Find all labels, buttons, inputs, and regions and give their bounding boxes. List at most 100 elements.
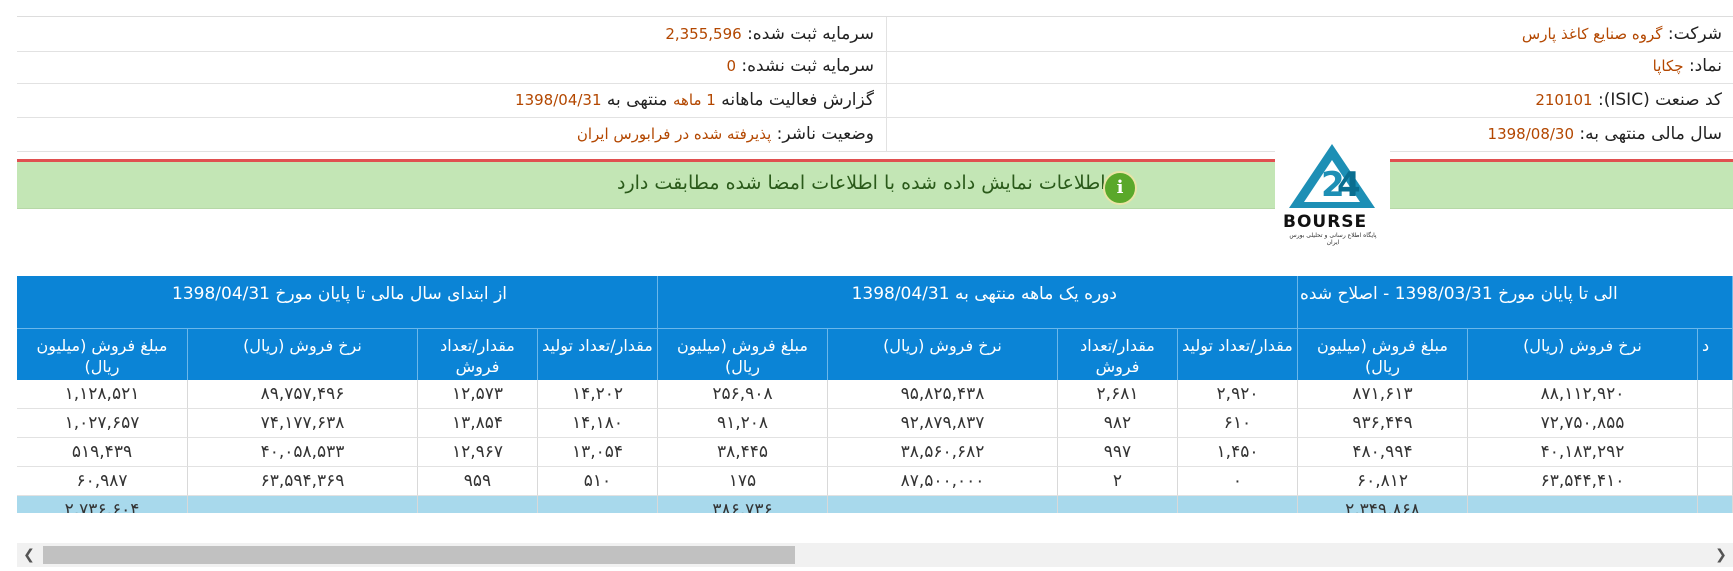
table-cell-p-cut [1698,467,1733,496]
col-header-ytd-amount: مبلغ فروش (میلیون ریال) [17,328,188,380]
report-mid: منتهی به [606,90,668,110]
publisher-value: پذیرفته شده در فرابورس ایران [576,125,772,143]
total-cell-m-rate [828,496,1058,513]
scrollbar-thumb[interactable] [43,546,795,564]
table-cell-p-rate: ۶۳,۵۴۴,۴۱۰ [1468,467,1698,496]
unreg-capital-cell: سرمایه ثبت نشده: 0 [17,49,886,83]
banner-text: اطلاعات نمایش داده شده با اطلاعات امضا ش… [617,172,1106,194]
table-cell-p-rate: ۴۰,۱۸۳,۲۹۲ [1468,438,1698,467]
info-row-company: شرکت: گروه صنایع کاغذ پارس سرمایه ثبت شد… [17,17,1733,52]
table-cell-ytd-rate: ۸۹,۷۵۷,۴۹۶ [188,380,418,409]
group-header-month: دوره یک ماهه منتهی به 1398/04/31 [658,276,1298,328]
table-cell-p-amount: ۸۷۱,۶۱۳ [1298,380,1468,409]
fiscal-cell: سال مالی منتهی به: 1398/08/30 [886,117,1733,151]
table-cell-m-prod: ۲,۹۲۰ [1178,380,1298,409]
table-cell-ytd-amount: ۱,۱۲۸,۵۲۱ [17,380,188,409]
company-value[interactable]: گروه صنایع کاغذ پارس [1521,25,1663,43]
table-cell-ytd-sales: ۱۲,۹۶۷ [418,438,538,467]
total-cell-m-sales [1058,496,1178,513]
fiscal-label: سال مالی منتهی به: [1579,124,1722,144]
group-header-prev-text: الی تا پایان مورخ 1398/03/31 - اصلاح شده [1300,284,1618,304]
scroll-right-icon[interactable]: ❯ [1715,547,1727,563]
table-cell-m-sales: ۹۸۲ [1058,409,1178,438]
reg-capital-label: سرمایه ثبت شده: [747,24,874,44]
table-cell-m-prod: ۰ [1178,467,1298,496]
total-cell-p-amount: ۲,۳۴۹,۸۶۸ [1298,496,1468,513]
reg-capital-value: 2,355,596 [665,25,742,43]
info-icon: i [1103,171,1137,205]
table-cell-ytd-rate: ۴۰,۰۵۸,۵۳۳ [188,438,418,467]
total-cell-ytd-rate [188,496,418,513]
totals-row: ۲,۷۳۶,۶۰۴ ۳۸۶,۷۳۶ ۲,۳۴۹,۸۶۸ [17,496,1733,513]
table-cell-m-amount: ۲۵۶,۹۰۸ [658,380,828,409]
total-cell-ytd-prod [538,496,658,513]
group-header-ytd-text: از ابتدای سال مالی تا پایان مورخ 1398/04… [172,284,507,304]
company-label: شرکت: [1667,24,1722,44]
table-cell-m-prod: ۱,۴۵۰ [1178,438,1298,467]
table-cell-ytd-prod: ۵۱۰ [538,467,658,496]
table-cell-ytd-amount: ۶۰,۹۸۷ [17,467,188,496]
publisher-label: وضعیت ناشر: [776,124,874,144]
col-header-month-amount: مبلغ فروش (میلیون ریال) [658,328,828,380]
symbol-label: نماد: [1688,56,1722,76]
table-cell-ytd-sales: ۹۵۹ [418,467,538,496]
col-header-month-sales: مقدار/تعداد فروش [1058,328,1178,380]
group-header-ytd: از ابتدای سال مالی تا پایان مورخ 1398/04… [17,276,658,328]
symbol-value[interactable]: چکاپا [1652,57,1684,75]
total-cell-p-rate [1468,496,1698,513]
verification-banner: اطلاعات نمایش داده شده با اطلاعات امضا ش… [17,162,1733,209]
col-header-ytd-sales: مقدار/تعداد فروش [418,328,538,380]
table-cell-ytd-prod: ۱۴,۲۰۲ [538,380,658,409]
table-cell-ytd-rate: ۶۳,۵۹۴,۳۶۹ [188,467,418,496]
total-cell-ytd-sales [418,496,538,513]
table-cell-p-cut [1698,438,1733,467]
info-row-symbol: نماد: چکاپا سرمایه ثبت نشده: 0 [17,49,1733,84]
group-header-month-text: دوره یک ماهه منتهی به 1398/04/31 [851,284,1117,304]
table-cell-m-sales: ۲,۶۸۱ [1058,380,1178,409]
table-cell-m-sales: ۹۹۷ [1058,438,1178,467]
table-cell-ytd-prod: ۱۴,۱۸۰ [538,409,658,438]
table-cell-p-rate: ۷۲,۷۵۰,۸۵۵ [1468,409,1698,438]
info-row-isic: کد صنعت (ISIC): 210101 گزارش فعالیت ماها… [17,83,1733,118]
table-cell-p-amount: ۴۸۰,۹۹۴ [1298,438,1468,467]
company-info-panel: شرکت: گروه صنایع کاغذ پارس سرمایه ثبت شد… [17,16,1733,157]
table-cell-m-amount: ۱۷۵ [658,467,828,496]
table-cell-ytd-sales: ۱۳,۸۵۴ [418,409,538,438]
report-date: 1398/04/31 [515,91,602,109]
table-cell-p-amount: ۶۰,۸۱۲ [1298,467,1468,496]
col-header-month-prod: مقدار/تعداد تولید [1178,328,1298,380]
reg-capital-cell: سرمایه ثبت شده: 2,355,596 [17,17,886,51]
red-divider [17,159,1733,162]
report-prefix: گزارش فعالیت ماهانه [721,90,874,110]
info-row-fiscal: سال مالی منتهی به: 1398/08/30 وضعیت ناشر… [17,117,1733,152]
sales-table: از ابتدای سال مالی تا پایان مورخ 1398/04… [17,276,1733,513]
symbol-cell: نماد: چکاپا [886,49,1733,83]
unreg-capital-value: 0 [726,57,737,75]
col-header-prev-cut: د [1698,328,1733,380]
horizontal-scrollbar[interactable]: ❮ ❯ [17,543,1733,567]
group-header-prev: الی تا پایان مورخ 1398/03/31 - اصلاح شده [1298,276,1733,328]
col-header-month-rate: نرخ فروش (ریال) [828,328,1058,380]
table-cell-m-prod: ۶۱۰ [1178,409,1298,438]
report-cell: گزارش فعالیت ماهانه 1 ماهه منتهی به 1398… [17,83,886,117]
logo-mark-icon: 2 4 [1289,144,1375,208]
fiscal-value: 1398/08/30 [1487,125,1575,143]
unreg-capital-label: سرمایه ثبت نشده: [741,56,874,76]
bourse-logo: 2 4 BOURSE پایگاه اطلاع رسانی و تحلیلی ب… [1275,136,1390,246]
table-cell-p-cut [1698,380,1733,409]
scroll-left-icon[interactable]: ❮ [23,547,35,563]
total-cell-p-cut [1698,496,1733,513]
logo-subtitle: پایگاه اطلاع رسانی و تحلیلی بورس ایران [1289,232,1377,246]
col-header-prev-amount: مبلغ فروش (میلیون ریال) [1298,328,1468,380]
table-cell-m-rate: ۸۷,۵۰۰,۰۰۰ [828,467,1058,496]
svg-text:2: 2 [1321,165,1345,205]
table-cell-m-rate: ۹۲,۸۷۹,۸۳۷ [828,409,1058,438]
report-period: 1 ماهه [672,91,716,109]
svg-text:4: 4 [1337,165,1361,205]
table-cell-p-rate: ۸۸,۱۱۲,۹۲۰ [1468,380,1698,409]
table-cell-m-sales: ۲ [1058,467,1178,496]
table-cell-p-amount: ۹۳۶,۴۴۹ [1298,409,1468,438]
table-cell-ytd-prod: ۱۳,۰۵۴ [538,438,658,467]
col-header-prev-rate: نرخ فروش (ریال) [1468,328,1698,380]
isic-cell: کد صنعت (ISIC): 210101 [886,83,1733,117]
